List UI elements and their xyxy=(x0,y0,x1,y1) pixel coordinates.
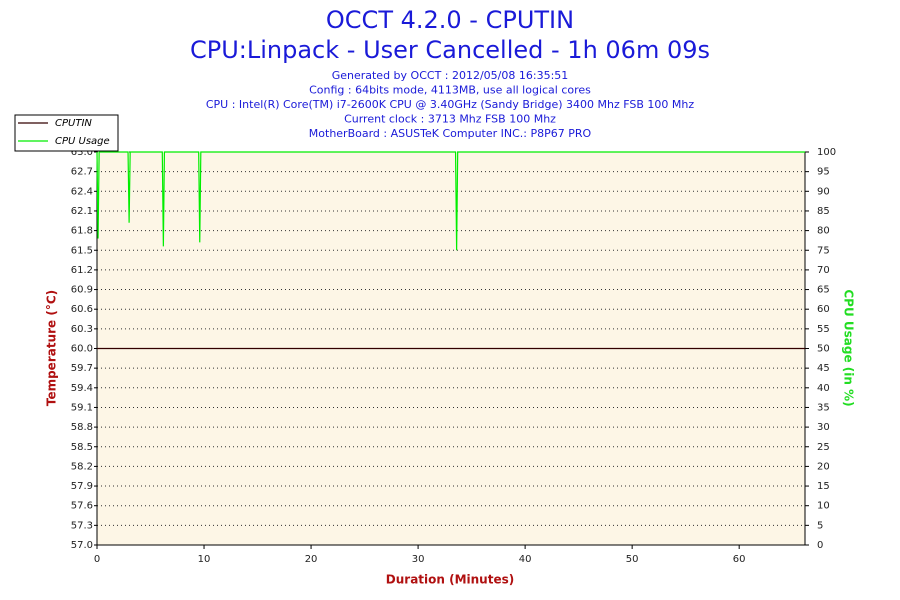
y-tick-label: 60.6 xyxy=(71,304,93,315)
y2-tick-label: 55 xyxy=(817,324,830,335)
y2-tick-label: 20 xyxy=(817,461,830,472)
x-tick-label: 40 xyxy=(519,554,532,565)
y2-tick-label: 60 xyxy=(817,304,830,315)
y-tick-label: 59.7 xyxy=(71,363,93,374)
y-tick-label: 58.8 xyxy=(71,422,93,433)
y2-tick-label: 70 xyxy=(817,265,830,276)
legend-box xyxy=(14,114,119,152)
y2-tick-label: 100 xyxy=(817,147,836,158)
y-tick-label: 57.3 xyxy=(71,520,93,531)
y2-tick-label: 15 xyxy=(817,481,830,492)
y2-tick-label: 50 xyxy=(817,344,830,355)
y-tick-label: 60.0 xyxy=(71,344,93,355)
y2-tick-label: 75 xyxy=(817,245,830,256)
y-tick-label: 63.0 xyxy=(71,147,93,158)
y-tick-label: 60.9 xyxy=(71,285,93,296)
y2-tick-label: 45 xyxy=(817,363,830,374)
y-tick-label: 62.7 xyxy=(71,167,93,178)
info-line: Generated by OCCT : 2012/05/08 16:35:51 xyxy=(332,69,569,82)
legend-label: CPU Usage xyxy=(55,136,110,147)
y2-tick-label: 65 xyxy=(817,285,830,296)
info-line: Config : 64bits mode, 4113MB, use all lo… xyxy=(309,84,591,97)
y-tick-label: 62.1 xyxy=(71,206,93,217)
x-tick-label: 0 xyxy=(94,554,100,565)
y2-tick-label: 85 xyxy=(817,206,830,217)
y2-tick-label: 30 xyxy=(817,422,830,433)
info-line: MotherBoard : ASUSTeK Computer INC.: P8P… xyxy=(309,127,592,140)
y-tick-label: 57.9 xyxy=(71,481,93,492)
y-tick-label: 59.1 xyxy=(71,402,93,413)
y2-tick-label: 25 xyxy=(817,442,830,453)
y-tick-label: 60.3 xyxy=(71,324,93,335)
legend-label: CPUTIN xyxy=(55,118,92,129)
y2-axis-label: CPU Usage (in %) xyxy=(842,289,856,406)
x-tick-label: 60 xyxy=(733,554,746,565)
y-tick-label: 57.0 xyxy=(71,540,93,551)
y-tick-label: 59.4 xyxy=(71,383,93,394)
y2-tick-label: 35 xyxy=(817,402,830,413)
x-tick-label: 10 xyxy=(198,554,211,565)
y2-tick-label: 5 xyxy=(817,520,823,531)
y2-tick-label: 10 xyxy=(817,501,830,512)
x-axis-label: Duration (Minutes) xyxy=(386,573,514,587)
y2-tick-label: 80 xyxy=(817,226,830,237)
series-line xyxy=(96,151,805,251)
y-tick-label: 58.2 xyxy=(71,461,93,472)
y-tick-label: 62.4 xyxy=(71,186,93,197)
y2-tick-label: 40 xyxy=(817,383,830,394)
chart-title: OCCT 4.2.0 - CPUTIN xyxy=(326,6,574,34)
y2-tick-label: 90 xyxy=(817,186,830,197)
y-tick-label: 57.6 xyxy=(71,501,93,512)
x-tick-label: 30 xyxy=(412,554,425,565)
x-tick-label: 20 xyxy=(305,554,318,565)
info-line: CPU : Intel(R) Core(TM) i7-2600K CPU @ 3… xyxy=(206,98,694,111)
info-line: Current clock : 3713 Mhz FSB 100 Mhz xyxy=(344,113,556,126)
x-tick-label: 50 xyxy=(626,554,639,565)
y2-tick-label: 95 xyxy=(817,167,830,178)
y-tick-label: 61.8 xyxy=(71,226,93,237)
y2-tick-label: 0 xyxy=(817,540,823,551)
y-axis-label: Temperature (°C) xyxy=(45,290,59,406)
y-tick-label: 58.5 xyxy=(71,442,93,453)
chart-subtitle: CPU:Linpack - User Cancelled - 1h 06m 09… xyxy=(190,36,710,64)
y-tick-label: 61.5 xyxy=(71,245,93,256)
y-tick-label: 61.2 xyxy=(71,265,93,276)
